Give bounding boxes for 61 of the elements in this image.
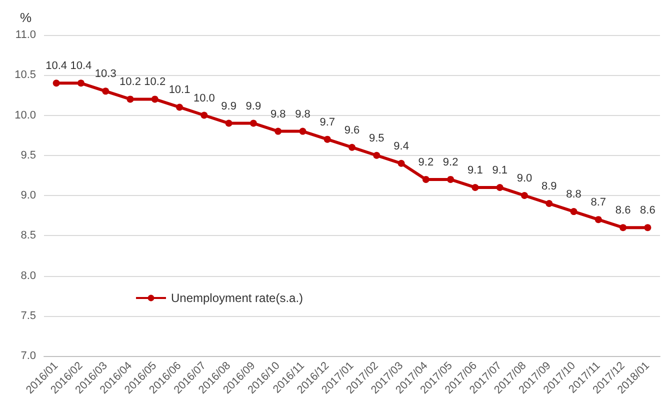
point [472,184,479,191]
data-label: 10.0 [193,92,215,104]
data-label: 10.4 [70,60,92,72]
point [373,152,380,159]
y-tick-label: 9.5 [20,149,36,162]
data-label: 9.9 [246,100,262,112]
point [77,80,84,87]
data-label: 9.8 [295,108,310,120]
point [151,96,158,103]
point [644,224,652,232]
data-label: 8.6 [615,204,631,217]
point [520,192,528,199]
data-label: 10.2 [120,76,141,88]
legend-label: Unemployment rate(s.a.) [171,291,304,305]
data-label: 9.2 [442,156,458,168]
y-tick-label: 8.5 [20,230,36,242]
y-tick-label: 7.0 [20,350,36,362]
data-label: 10.3 [94,68,116,80]
point [496,184,504,191]
data-label: 8.9 [541,180,557,193]
point [102,88,110,95]
point [447,176,454,183]
data-label: 8.6 [640,204,656,217]
data-label: 10.1 [168,84,190,96]
data-label: 9.1 [468,164,483,176]
point [52,80,60,87]
point [324,136,331,143]
data-label: 10.4 [46,60,68,72]
data-label: 9.8 [270,108,286,120]
point [299,128,306,135]
point [126,96,134,103]
data-label: 9.4 [394,140,409,152]
y-tick-label: 8.0 [20,270,36,282]
data-label: 9.0 [516,172,532,184]
y-tick-label: 9.0 [20,190,36,202]
point [348,144,356,151]
point [620,224,627,232]
point [250,120,257,127]
data-label: 9.7 [320,116,336,128]
y-axis-title: % [20,10,32,25]
y-tick-label: 10.5 [14,69,36,82]
data-label: 8.8 [566,188,582,201]
point [176,104,184,111]
point [570,208,578,216]
point [225,120,232,127]
y-tick-label: 11.0 [15,29,36,41]
point [200,112,208,119]
data-label: 9.2 [418,156,434,168]
data-label: 9.9 [221,100,236,112]
point [422,176,430,183]
y-tick-label: 10.0 [14,109,36,122]
data-label: 9.1 [492,164,508,176]
point [274,128,282,135]
data-label: 8.7 [590,196,606,209]
point [398,160,405,167]
data-label: 10.2 [144,76,166,88]
data-label: 9.5 [368,132,384,144]
point [546,200,553,208]
point [594,216,602,224]
data-label: 9.6 [344,124,360,136]
y-tick-label: 7.5 [20,310,36,322]
